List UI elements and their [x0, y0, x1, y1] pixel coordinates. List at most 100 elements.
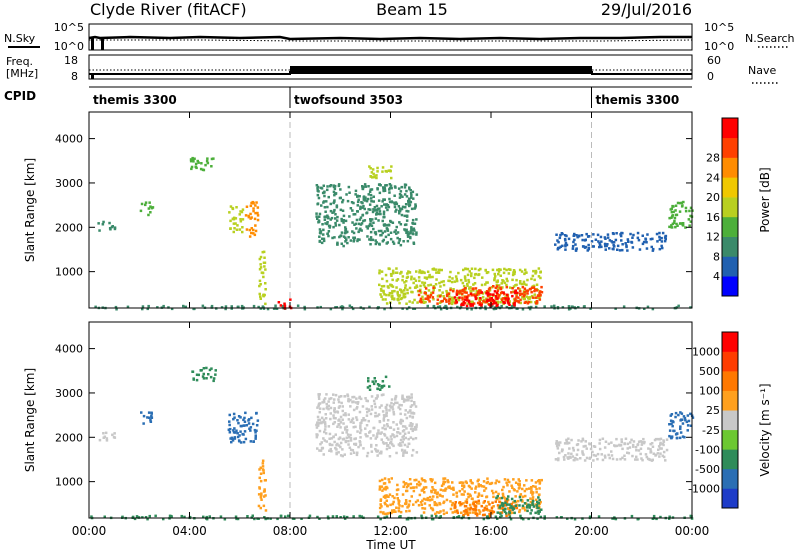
range-cell — [592, 453, 595, 457]
range-cell — [394, 510, 397, 513]
range-cell — [351, 417, 355, 420]
range-cell — [368, 203, 372, 206]
range-cell — [264, 268, 267, 271]
range-cell — [379, 184, 382, 187]
range-cell — [406, 445, 409, 448]
range-cell — [398, 301, 401, 305]
range-cell — [239, 218, 242, 221]
range-cell — [370, 197, 373, 200]
range-cell — [327, 407, 330, 411]
range-cell — [428, 495, 432, 499]
range-cell — [214, 373, 217, 376]
range-cell — [367, 208, 370, 211]
range-cell — [407, 503, 411, 506]
range-cell — [453, 280, 457, 283]
range-cell — [398, 432, 402, 435]
range-cell — [379, 517, 382, 521]
range-cell — [465, 511, 468, 514]
range-cell — [438, 305, 442, 308]
range-cell — [480, 504, 483, 508]
range-cell — [98, 438, 102, 442]
range-cell — [411, 429, 414, 433]
range-cell — [428, 504, 431, 507]
range-cell — [383, 427, 387, 431]
range-cell — [412, 486, 415, 489]
range-cell — [675, 436, 679, 440]
range-cell — [619, 457, 622, 461]
range-cell — [374, 380, 377, 383]
range-cell — [487, 500, 490, 504]
range-cell — [332, 414, 335, 417]
range-cell — [97, 222, 100, 225]
range-cell — [464, 267, 468, 271]
range-cell — [341, 198, 345, 202]
range-cell — [513, 291, 516, 294]
range-cell — [362, 198, 366, 201]
range-cell — [355, 397, 358, 400]
range-cell — [250, 216, 253, 219]
range-cell — [261, 465, 265, 468]
range-cell — [662, 450, 666, 454]
range-cell — [327, 216, 330, 220]
range-cell — [574, 248, 578, 252]
range-cell — [508, 490, 511, 493]
range-cell — [403, 214, 406, 218]
range-cell — [474, 272, 478, 276]
range-cell — [415, 478, 418, 482]
range-cell — [429, 506, 433, 510]
range-cell — [474, 485, 478, 488]
range-cell — [369, 220, 372, 223]
range-cell — [346, 199, 350, 203]
range-cell — [233, 216, 236, 220]
range-cell — [422, 283, 426, 287]
range-cell — [318, 517, 321, 520]
range-cell — [615, 437, 618, 441]
range-cell — [474, 297, 478, 301]
range-cell — [543, 515, 546, 518]
range-cell — [256, 517, 259, 520]
freq-panel: Freq. [MHz] 18 8 60 0 Nave — [6, 54, 778, 84]
range-cell — [436, 302, 439, 305]
range-cell — [461, 298, 464, 301]
x-tick-label: 12:00 — [373, 524, 408, 538]
range-cell — [248, 235, 252, 238]
range-cell — [474, 295, 477, 298]
range-cell — [109, 228, 112, 231]
range-cell — [661, 231, 665, 235]
range-cell — [357, 198, 360, 201]
range-cell — [665, 448, 669, 452]
range-cell — [352, 213, 355, 216]
range-cell — [424, 300, 427, 304]
range-cell — [383, 434, 387, 437]
range-cell — [381, 277, 384, 281]
range-cell — [467, 495, 470, 499]
range-cell — [495, 479, 498, 482]
cpid-panel: CPID themis 3300 twofsound 3503 themis 330… — [4, 86, 692, 108]
range-cell — [383, 482, 387, 485]
range-cell — [494, 490, 498, 494]
range-cell — [259, 297, 262, 300]
range-cell — [316, 424, 320, 427]
range-cell — [356, 210, 359, 213]
range-cell — [415, 423, 418, 426]
range-cell — [232, 222, 236, 225]
range-cell — [632, 233, 635, 237]
range-cell — [651, 307, 655, 311]
range-cell — [631, 246, 635, 249]
range-cell — [560, 449, 564, 453]
range-cell — [394, 201, 398, 204]
range-cell — [332, 393, 335, 396]
range-cell — [355, 418, 359, 422]
range-cell — [530, 277, 533, 281]
range-cell — [659, 452, 662, 455]
range-cell — [681, 435, 685, 438]
range-cell — [389, 184, 393, 187]
range-cell — [397, 499, 400, 502]
range-cell — [557, 457, 560, 460]
range-cell — [356, 200, 360, 204]
range-cell — [494, 307, 498, 310]
range-cell — [644, 453, 648, 456]
range-cell — [207, 373, 210, 376]
range-cell — [448, 299, 451, 302]
range-cell — [229, 437, 232, 440]
